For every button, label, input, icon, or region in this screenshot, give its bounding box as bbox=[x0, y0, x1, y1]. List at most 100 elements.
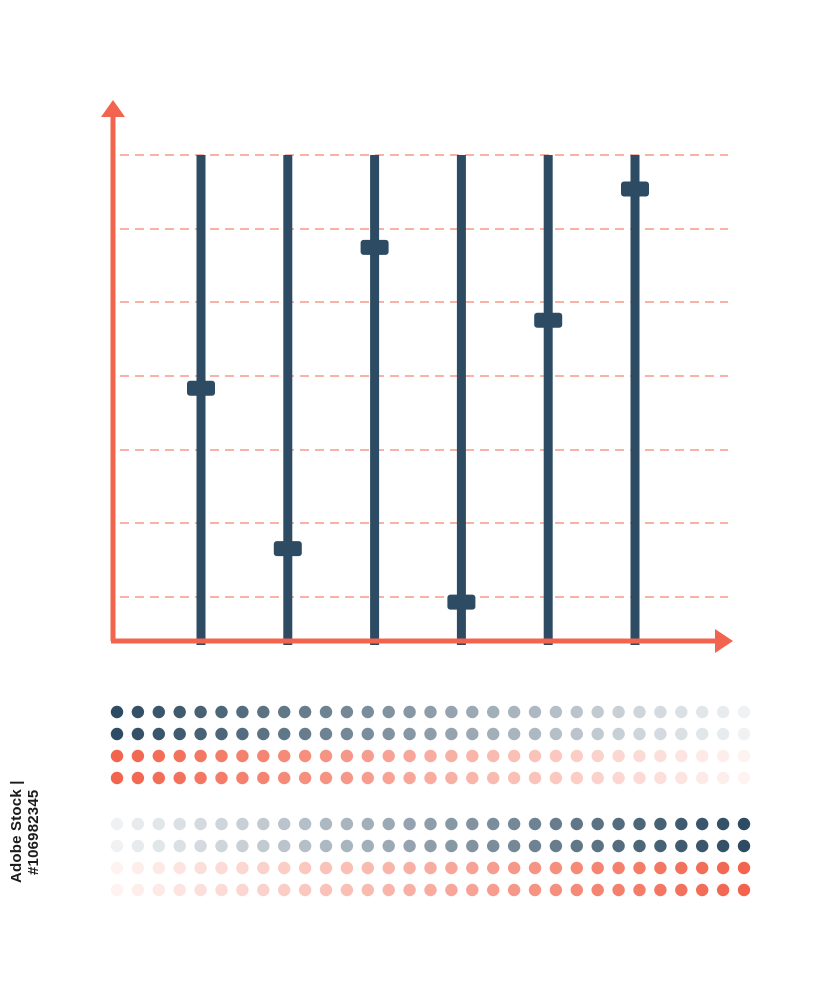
pattern-dot bbox=[173, 839, 186, 853]
pattern-dot bbox=[236, 817, 249, 831]
pattern-dot bbox=[528, 749, 542, 763]
pattern-dot bbox=[298, 771, 312, 785]
pattern-dot bbox=[110, 817, 124, 831]
pattern-dot bbox=[487, 883, 500, 897]
pattern-dot bbox=[612, 839, 625, 853]
pattern-dot bbox=[507, 705, 521, 719]
pattern-dot bbox=[612, 817, 625, 831]
pattern-dot bbox=[696, 883, 709, 897]
pattern-dot bbox=[716, 817, 730, 831]
pattern-dot bbox=[696, 839, 709, 853]
pattern-dot bbox=[570, 861, 583, 875]
pattern-dot bbox=[298, 861, 312, 875]
x-axis-arrow-icon bbox=[715, 629, 733, 653]
pattern-dot bbox=[549, 771, 563, 785]
pattern-dot bbox=[131, 861, 145, 875]
pattern-dot bbox=[173, 727, 186, 741]
data-point bbox=[360, 239, 389, 255]
pattern-dot bbox=[487, 839, 500, 853]
pattern-dot bbox=[110, 883, 124, 897]
pattern-dot bbox=[633, 771, 646, 785]
pattern-dot bbox=[591, 817, 604, 831]
pattern-dot bbox=[445, 839, 458, 853]
pattern-dot bbox=[361, 727, 374, 741]
pattern-dot bbox=[382, 727, 395, 741]
data-point bbox=[621, 181, 649, 197]
data-point bbox=[447, 594, 476, 610]
pattern-dot bbox=[194, 727, 207, 741]
pattern-dot bbox=[466, 839, 479, 853]
pattern-dot bbox=[487, 705, 500, 719]
pattern-dot bbox=[654, 705, 667, 719]
pattern-dot bbox=[570, 705, 583, 719]
pattern-dot bbox=[507, 771, 521, 785]
pattern-dot bbox=[298, 817, 312, 831]
pattern-dot bbox=[424, 749, 437, 763]
pattern-dot bbox=[110, 705, 124, 719]
pattern-dot bbox=[654, 861, 667, 875]
pattern-dot bbox=[278, 727, 291, 741]
pattern-dot bbox=[110, 749, 124, 763]
pattern-dot bbox=[570, 817, 583, 831]
pattern-dot bbox=[445, 705, 458, 719]
pattern-dot bbox=[215, 705, 228, 719]
pattern-dot bbox=[173, 861, 186, 875]
pattern-dot bbox=[487, 817, 500, 831]
pattern-dot bbox=[716, 883, 730, 897]
pattern-dot bbox=[278, 839, 291, 853]
pattern-dot bbox=[466, 705, 479, 719]
pattern-dot bbox=[382, 771, 395, 785]
pattern-dot bbox=[215, 883, 228, 897]
pattern-dot bbox=[570, 749, 583, 763]
pattern-dot bbox=[466, 749, 479, 763]
pattern-dot bbox=[696, 861, 709, 875]
pattern-dot bbox=[152, 727, 165, 741]
pattern-dot bbox=[340, 749, 354, 763]
pattern-dot bbox=[466, 861, 479, 875]
pattern-dot bbox=[382, 883, 395, 897]
pattern-dot bbox=[696, 771, 709, 785]
pattern-dot bbox=[696, 727, 709, 741]
pattern-dot bbox=[131, 817, 145, 831]
pattern-dot bbox=[507, 839, 521, 853]
pattern-dot bbox=[654, 883, 667, 897]
pattern-dot bbox=[591, 727, 604, 741]
pattern-dot bbox=[340, 839, 354, 853]
pattern-dot bbox=[424, 817, 437, 831]
pattern-dot bbox=[131, 749, 145, 763]
pattern-dot bbox=[716, 839, 730, 853]
pattern-dot bbox=[654, 839, 667, 853]
pattern-dot bbox=[257, 727, 270, 741]
data-point bbox=[273, 541, 302, 557]
pattern-dot bbox=[382, 705, 395, 719]
pattern-dot bbox=[298, 883, 312, 897]
pattern-dot bbox=[445, 861, 458, 875]
pattern-dot bbox=[466, 817, 479, 831]
pattern-dot bbox=[257, 839, 270, 853]
pattern-dot bbox=[403, 749, 416, 763]
pattern-dot bbox=[403, 861, 416, 875]
pattern-dot bbox=[487, 861, 500, 875]
pattern-dot bbox=[194, 883, 207, 897]
pattern-dot bbox=[737, 817, 751, 831]
pattern-dot bbox=[361, 771, 374, 785]
pattern-dot bbox=[737, 883, 751, 897]
pattern-dot bbox=[487, 727, 500, 741]
pattern-dot bbox=[236, 771, 249, 785]
pattern-dot bbox=[716, 705, 730, 719]
pattern-dot bbox=[696, 705, 709, 719]
pattern-dot bbox=[110, 771, 124, 785]
pattern-dot bbox=[215, 749, 228, 763]
pattern-dot bbox=[382, 749, 395, 763]
pattern-dot bbox=[633, 727, 646, 741]
pattern-dot bbox=[675, 883, 688, 897]
pattern-dot bbox=[612, 771, 625, 785]
pattern-dot bbox=[507, 817, 521, 831]
pattern-dot bbox=[549, 861, 563, 875]
pattern-dot bbox=[173, 883, 186, 897]
pattern-dot bbox=[424, 883, 437, 897]
pattern-dot bbox=[487, 771, 500, 785]
data-point bbox=[187, 380, 215, 396]
pattern-dot bbox=[675, 771, 688, 785]
pattern-dot bbox=[173, 771, 186, 785]
